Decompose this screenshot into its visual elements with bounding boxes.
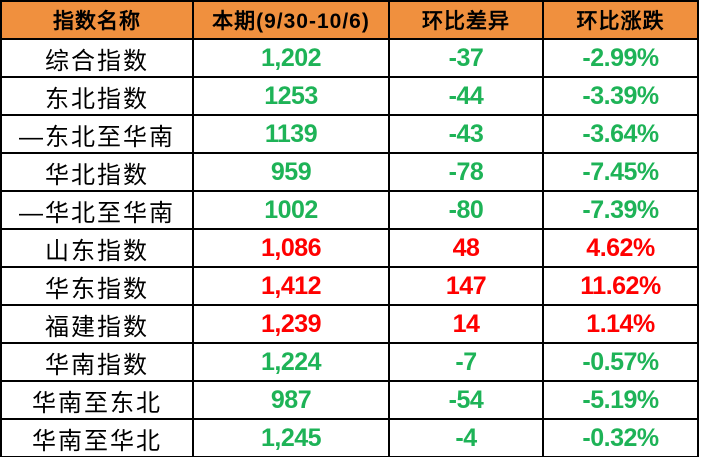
table-row: 东北指数 1253 -44 -3.39%: [0, 76, 699, 116]
table-row: 华北指数 959 -78 -7.45%: [0, 152, 699, 192]
diff-cell: -78: [388, 152, 544, 192]
current-value-cell: 1,086: [192, 228, 390, 268]
col-header-chain-difference: 环比差异: [388, 0, 544, 40]
current-value-cell: 1,245: [192, 418, 390, 457]
header-row: 指数名称 本期(9/30-10/6) 环比差异 环比涨跌: [0, 0, 699, 40]
pct-cell: 4.62%: [542, 228, 699, 268]
index-name-cell: 福建指数: [0, 304, 194, 344]
col-header-current-period: 本期(9/30-10/6): [192, 0, 390, 40]
col-header-index-name: 指数名称: [0, 0, 194, 40]
diff-cell: -4: [388, 418, 544, 457]
index-name-cell: 华南至东北: [0, 380, 194, 420]
table-row: 山东指数 1,086 48 4.62%: [0, 228, 699, 268]
index-name-cell: 华北指数: [0, 152, 194, 192]
index-name-cell: 华南至华北: [0, 418, 194, 457]
index-name-cell: 山东指数: [0, 228, 194, 268]
table-row: 综合指数 1,202 -37 -2.99%: [0, 38, 699, 78]
pct-cell: -2.99%: [542, 38, 699, 78]
current-value-cell: 1,412: [192, 266, 390, 306]
current-value-cell: 1002: [192, 190, 390, 230]
diff-cell: 48: [388, 228, 544, 268]
index-name-cell: —华北至华南: [0, 190, 194, 230]
pct-cell: -5.19%: [542, 380, 699, 420]
table-row: 华南指数 1,224 -7 -0.57%: [0, 342, 699, 382]
diff-cell: -54: [388, 380, 544, 420]
diff-cell: -44: [388, 76, 544, 116]
table-row: 华东指数 1,412 147 11.62%: [0, 266, 699, 306]
index-table-body: 综合指数 1,202 -37 -2.99% 东北指数 1253 -44 -3.39% —东北至华…: [0, 38, 699, 457]
pct-cell: 1.14%: [542, 304, 699, 344]
current-value-cell: 1253: [192, 76, 390, 116]
diff-cell: 14: [388, 304, 544, 344]
diff-cell: -7: [388, 342, 544, 382]
index-table-header: 指数名称 本期(9/30-10/6) 环比差异 环比涨跌: [0, 0, 699, 40]
pct-cell: -7.45%: [542, 152, 699, 192]
index-name-cell: 华东指数: [0, 266, 194, 306]
pct-cell: -7.39%: [542, 190, 699, 230]
index-name-cell: 东北指数: [0, 76, 194, 116]
diff-cell: -80: [388, 190, 544, 230]
table-row: —华北至华南 1002 -80 -7.39%: [0, 190, 699, 230]
table-row: —东北至华南 1139 -43 -3.64%: [0, 114, 699, 154]
diff-cell: 147: [388, 266, 544, 306]
current-value-cell: 987: [192, 380, 390, 420]
pct-cell: -3.39%: [542, 76, 699, 116]
index-name-cell: —东北至华南: [0, 114, 194, 154]
diff-cell: -37: [388, 38, 544, 78]
current-value-cell: 1,224: [192, 342, 390, 382]
current-value-cell: 1139: [192, 114, 390, 154]
table-row: 福建指数 1,239 14 1.14%: [0, 304, 699, 344]
table-row: 华南至东北 987 -54 -5.19%: [0, 380, 699, 420]
current-value-cell: 1,202: [192, 38, 390, 78]
pct-cell: 11.62%: [542, 266, 699, 306]
pct-cell: -0.32%: [542, 418, 699, 457]
index-name-cell: 华南指数: [0, 342, 194, 382]
table-row: 华南至华北 1,245 -4 -0.32%: [0, 418, 699, 457]
pct-cell: -0.57%: [542, 342, 699, 382]
diff-cell: -43: [388, 114, 544, 154]
pct-cell: -3.64%: [542, 114, 699, 154]
current-value-cell: 1,239: [192, 304, 390, 344]
index-name-cell: 综合指数: [0, 38, 194, 78]
col-header-chain-change-pct: 环比涨跌: [542, 0, 699, 40]
current-value-cell: 959: [192, 152, 390, 192]
